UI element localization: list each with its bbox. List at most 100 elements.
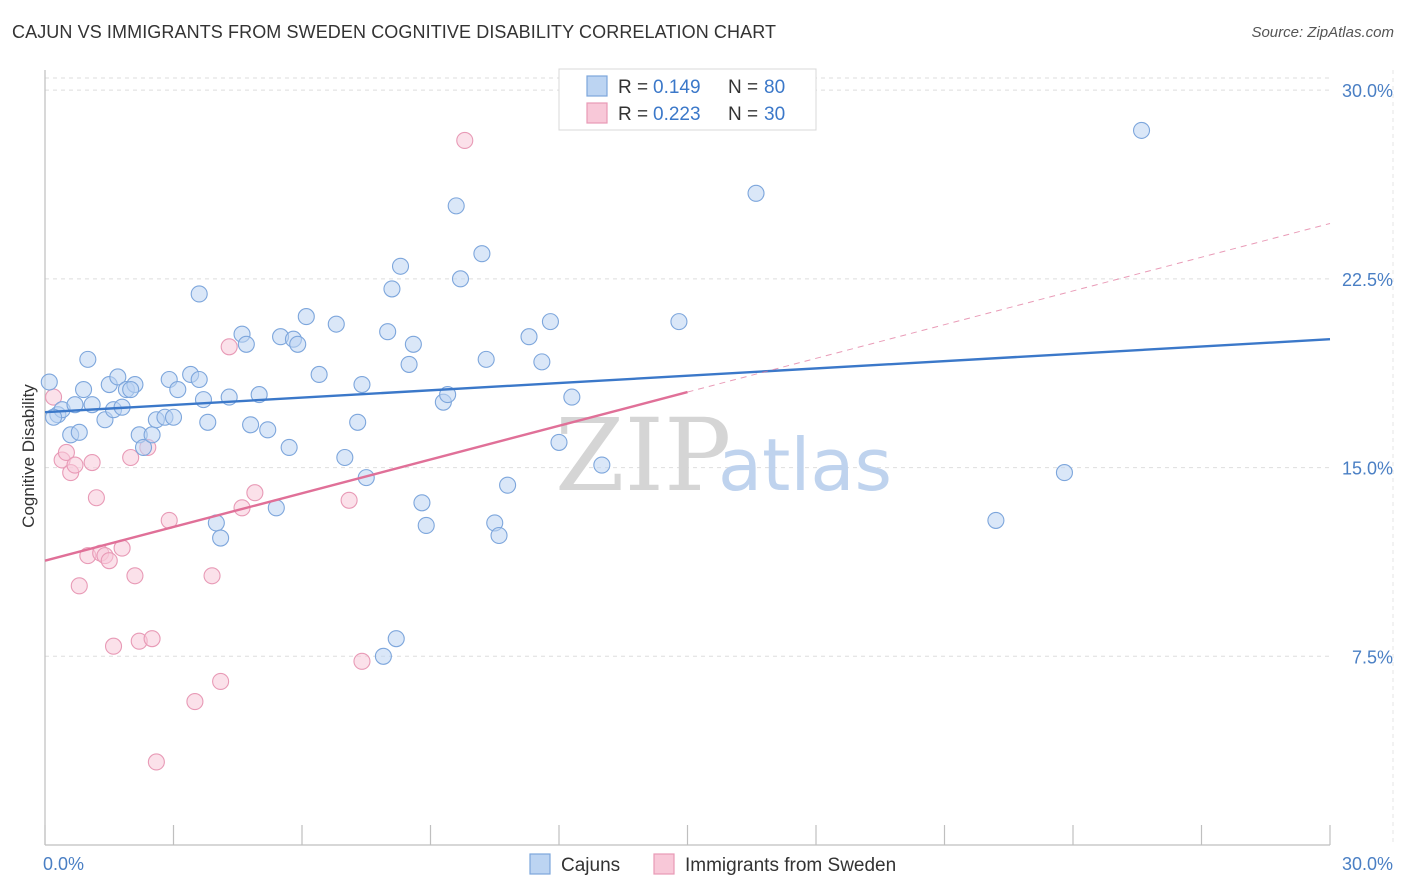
cajuns-point xyxy=(413,494,431,512)
bottom-legend-swatch-cajuns xyxy=(529,853,551,875)
cajuns-point xyxy=(477,350,495,368)
y-tick-label: 7.5% xyxy=(1352,647,1393,667)
cajuns-point xyxy=(374,647,392,665)
cajuns-point xyxy=(520,328,538,346)
legend-r-value-cajuns: 0.149 xyxy=(653,77,701,98)
cajuns-point xyxy=(212,529,230,547)
cajuns-point xyxy=(190,370,208,389)
sweden-point xyxy=(212,672,230,690)
cajuns-point xyxy=(242,416,260,434)
cajuns-point xyxy=(1055,464,1073,482)
y-tick-labels: 7.5% 15.0% 22.5% 30.0% xyxy=(1342,81,1393,667)
cajuns-point xyxy=(79,350,97,368)
cajuns-point xyxy=(747,184,765,202)
sweden-point xyxy=(186,693,204,711)
legend-n-label-cajuns: N = xyxy=(728,77,758,98)
cajuns-point xyxy=(310,365,328,384)
cajuns-point xyxy=(391,257,410,275)
cajuns-point xyxy=(40,373,58,391)
cajuns-point xyxy=(379,323,397,341)
cajuns-point xyxy=(550,433,568,451)
sweden-trend-extension xyxy=(687,223,1331,393)
legend: R = 0.149 N = 80 R = 0.223 N = 30 xyxy=(558,68,817,131)
cajuns-point xyxy=(297,308,315,326)
sweden-point xyxy=(147,753,165,771)
bottom-legend-label-cajuns: Cajuns xyxy=(561,855,620,876)
cajuns-point xyxy=(400,355,418,373)
chart-title: CAJUN VS IMMIGRANTS FROM SWEDEN COGNITIV… xyxy=(12,22,777,42)
sweden-point xyxy=(104,637,123,655)
cajuns-point xyxy=(593,456,611,474)
sweden-point xyxy=(87,489,105,507)
cajuns-point xyxy=(417,516,435,534)
cajuns-trend-line xyxy=(44,338,1331,414)
legend-r-label-cajuns: R = xyxy=(618,77,648,98)
watermark-zip: ZIP xyxy=(555,397,731,514)
legend-n-value-cajuns: 80 xyxy=(764,77,785,98)
sweden-point xyxy=(70,577,88,595)
cajuns-point xyxy=(499,476,517,494)
watermark: ZIP atlas xyxy=(555,397,892,514)
cajuns-point xyxy=(259,421,277,439)
cajuns-point xyxy=(1132,121,1151,139)
cajuns-point xyxy=(336,448,354,467)
cajuns-point xyxy=(353,375,371,394)
sweden-point xyxy=(353,652,371,670)
trend-lines xyxy=(44,223,1331,562)
x-tick-labels: 0.0% 30.0% xyxy=(43,854,1393,874)
bottom-legend-label-sweden: Immigrants from Sweden xyxy=(685,855,896,876)
cajuns-point xyxy=(45,408,63,426)
cajuns-point xyxy=(164,408,183,426)
cajuns-point xyxy=(987,511,1005,529)
axes xyxy=(44,70,1331,846)
cajuns-point xyxy=(541,313,559,331)
legend-r-label-sweden: R = xyxy=(618,104,648,125)
cajuns-point xyxy=(670,313,688,331)
x-tick-label: 0.0% xyxy=(43,854,84,874)
sweden-trend-line xyxy=(44,390,688,562)
y-axis-label: Cognitive Disability xyxy=(19,384,38,528)
y-tick-label: 15.0% xyxy=(1342,459,1393,479)
cajuns-point xyxy=(75,381,93,399)
sweden-point xyxy=(246,484,264,502)
x-tick-label: 30.0% xyxy=(1342,854,1393,874)
bottom-legend: Cajuns Immigrants from Sweden xyxy=(529,853,896,876)
bottom-legend-swatch-sweden xyxy=(653,853,675,875)
cajuns-point xyxy=(237,335,255,353)
cajuns-point xyxy=(190,285,208,303)
cajuns-point xyxy=(404,335,422,353)
sweden-point xyxy=(100,552,118,570)
sweden-point xyxy=(66,456,84,474)
y-tick-label: 22.5% xyxy=(1342,270,1393,290)
cajuns-point xyxy=(533,353,551,371)
sweden-point xyxy=(83,453,101,472)
sweden-point xyxy=(126,567,144,585)
legend-swatch-cajuns xyxy=(586,75,608,97)
cajuns-point xyxy=(169,381,187,399)
cajuns-point xyxy=(473,245,491,263)
source-label: Source: ZipAtlas.com xyxy=(1251,24,1394,41)
cajuns-point xyxy=(194,391,213,409)
watermark-atlas: atlas xyxy=(718,423,892,507)
cajuns-point xyxy=(199,413,217,431)
cajuns-point xyxy=(250,386,268,404)
sweden-point xyxy=(143,630,161,648)
sweden-point xyxy=(220,338,238,356)
y-tick-label: 30.0% xyxy=(1342,81,1393,101)
cajuns-point xyxy=(280,438,298,456)
cajuns-point xyxy=(563,388,581,406)
legend-n-value-sweden: 30 xyxy=(764,104,785,125)
cajuns-point xyxy=(70,423,88,441)
cajuns-point xyxy=(447,197,465,215)
cajuns-point xyxy=(289,335,307,353)
cajuns-point xyxy=(134,438,153,456)
legend-swatch-sweden xyxy=(586,102,608,124)
cajuns-point xyxy=(143,426,161,444)
legend-n-label-sweden: N = xyxy=(728,104,758,125)
cajuns-point xyxy=(490,526,508,545)
legend-r-value-sweden: 0.223 xyxy=(653,104,701,125)
sweden-point xyxy=(456,131,474,150)
cajuns-point xyxy=(122,381,140,399)
sweden-point xyxy=(122,448,140,467)
